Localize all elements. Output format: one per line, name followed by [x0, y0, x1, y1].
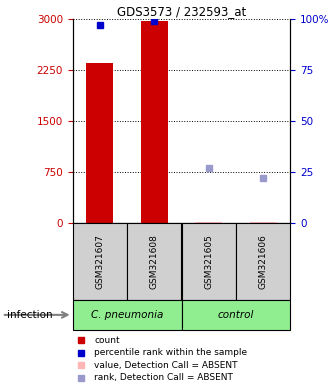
Text: count: count	[94, 336, 120, 345]
Text: rank, Detection Call = ABSENT: rank, Detection Call = ABSENT	[94, 373, 233, 382]
Bar	[182, 223, 236, 300]
Text: C. pneumonia: C. pneumonia	[91, 310, 163, 320]
Text: GSM321605: GSM321605	[204, 234, 213, 288]
Bar	[127, 223, 182, 300]
Bar	[86, 63, 114, 223]
Bar	[141, 21, 168, 223]
Bar	[195, 222, 222, 223]
Bar	[73, 300, 182, 330]
Bar	[182, 300, 290, 330]
Text: GSM321606: GSM321606	[259, 234, 268, 288]
Text: control: control	[218, 310, 254, 320]
Title: GDS3573 / 232593_at: GDS3573 / 232593_at	[117, 5, 246, 18]
Bar	[73, 223, 127, 300]
Bar	[236, 223, 290, 300]
Text: GSM321608: GSM321608	[150, 234, 159, 288]
Bar	[249, 222, 277, 223]
Text: percentile rank within the sample: percentile rank within the sample	[94, 348, 248, 357]
Text: GSM321607: GSM321607	[95, 234, 104, 288]
Text: value, Detection Call = ABSENT: value, Detection Call = ABSENT	[94, 361, 238, 370]
Text: infection: infection	[7, 310, 52, 320]
